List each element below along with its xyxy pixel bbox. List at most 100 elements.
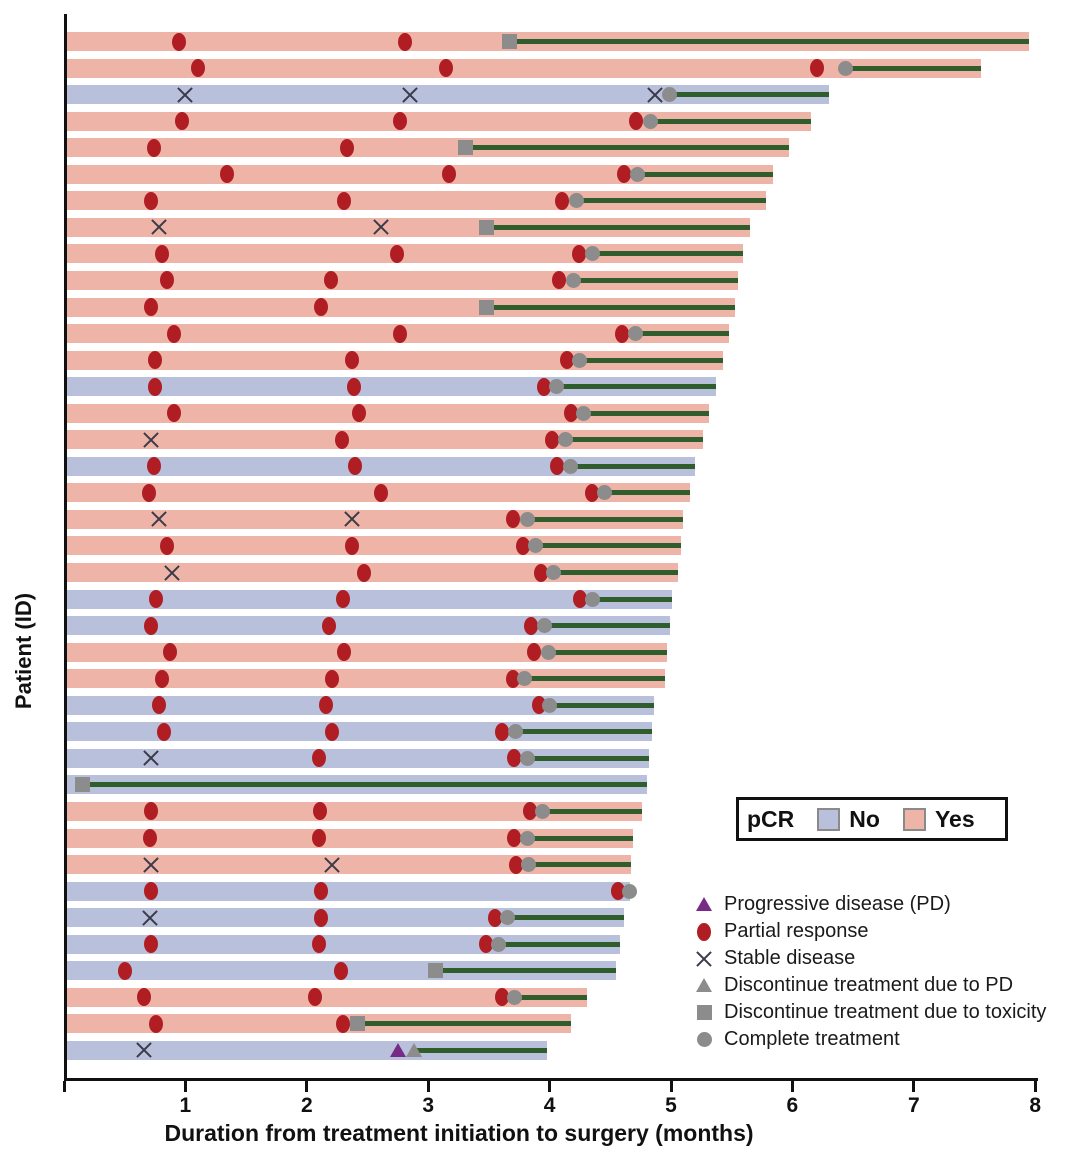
post-treatment-line (592, 596, 673, 602)
legend-label: Progressive disease (PD) (724, 893, 951, 915)
post-treatment-line (465, 145, 789, 151)
partial-response-marker (373, 483, 388, 502)
complete-treatment-marker (568, 193, 584, 209)
post-treatment-line (549, 702, 654, 708)
partial-response-marker (506, 510, 521, 529)
partial-response-marker (393, 324, 408, 343)
discontinue-pd-marker (405, 1042, 422, 1057)
treatment-bar (67, 881, 630, 901)
treatment-bar (67, 1040, 548, 1060)
partial-response-marker (190, 59, 205, 78)
discontinue-toxicity-marker (696, 1005, 712, 1020)
x-tick-label: 3 (422, 1094, 435, 1117)
complete-treatment-marker (499, 910, 515, 926)
complete-treatment-marker (562, 458, 578, 474)
x-axis-spine (64, 1078, 1038, 1081)
post-treatment-line (604, 490, 691, 496)
treatment-bar (67, 350, 724, 370)
legend-label: Partial response (724, 920, 869, 942)
partial-response-marker (615, 324, 630, 343)
x-tick (1033, 1081, 1037, 1092)
partial-response-marker (174, 112, 189, 131)
treatment-bar (67, 987, 588, 1007)
post-treatment-line (583, 410, 709, 416)
partial-response-marker (507, 749, 522, 768)
x-tick (912, 1081, 916, 1092)
post-treatment-line (528, 862, 631, 868)
partial-response-marker (321, 616, 336, 635)
partial-response-marker (809, 59, 824, 78)
partial-response-marker (344, 351, 359, 370)
partial-response-marker (344, 536, 359, 555)
post-treatment-line (498, 941, 620, 947)
stable-disease-marker (150, 218, 168, 236)
partial-response-marker (356, 563, 371, 582)
post-treatment-line (637, 171, 773, 177)
partial-response-marker (508, 855, 523, 874)
partial-response-marker (336, 1014, 351, 1033)
partial-response-marker (335, 430, 349, 449)
complete-treatment-marker (540, 644, 556, 660)
complete-treatment-marker (545, 565, 561, 580)
partial-response-marker (515, 536, 530, 555)
treatment-bar (67, 403, 709, 423)
post-treatment-line (524, 676, 665, 682)
complete-treatment-marker (838, 60, 854, 76)
partial-response-marker (348, 457, 363, 476)
treatment-bar (67, 456, 696, 476)
discontinue-toxicity-marker (478, 219, 494, 235)
partial-response-marker (325, 722, 340, 741)
partial-response-marker (697, 922, 711, 941)
stable-disease-marker (141, 909, 159, 927)
post-treatment-line (565, 437, 703, 443)
post-treatment-line (553, 570, 679, 575)
partial-response-marker (144, 802, 159, 821)
partial-response-marker (308, 988, 323, 1007)
pcr-yes-swatch (902, 807, 926, 831)
complete-treatment-marker (629, 166, 645, 182)
complete-treatment-marker (506, 989, 522, 1005)
x-tick (62, 1081, 66, 1092)
partial-response-marker (313, 802, 328, 821)
complete-treatment-marker (596, 485, 612, 501)
partial-response-marker (339, 138, 354, 157)
partial-response-marker (311, 935, 326, 954)
treatment-bar (67, 164, 773, 184)
partial-response-marker (311, 749, 326, 768)
treatment-bar (67, 217, 750, 237)
complete-treatment-marker (542, 697, 558, 713)
pcr-no-label: No (849, 805, 880, 832)
x-tick-label: 2 (300, 1094, 313, 1117)
complete-treatment-marker (557, 432, 573, 448)
post-treatment-line (514, 994, 588, 1000)
post-treatment-line (509, 39, 1030, 44)
complete-treatment-marker (696, 1032, 712, 1047)
partial-response-marker (495, 722, 510, 741)
post-treatment-line (592, 251, 743, 257)
treatment-bar (67, 111, 811, 131)
marker-legend: Progressive disease (PD) Partial response… (692, 891, 1046, 1053)
partial-response-marker (337, 643, 352, 662)
partial-response-marker (324, 271, 339, 290)
treatment-bar (67, 695, 654, 715)
stable-disease-marker (142, 431, 160, 449)
partial-response-marker (144, 191, 159, 210)
complete-treatment-marker (576, 405, 592, 421)
treatment-bar (67, 642, 668, 662)
post-treatment-line (542, 808, 642, 814)
stable-disease-marker (695, 950, 713, 968)
complete-treatment-marker (521, 857, 537, 873)
partial-response-marker (148, 351, 163, 370)
post-treatment-line (535, 543, 681, 549)
partial-response-marker (336, 590, 351, 609)
stable-disease-marker (163, 564, 181, 582)
partial-response-marker (167, 404, 182, 423)
discontinue-toxicity-marker (478, 299, 494, 315)
complete-treatment-marker (566, 272, 582, 288)
complete-treatment-marker (628, 326, 644, 342)
partial-response-marker (610, 882, 625, 901)
partial-response-marker (172, 32, 187, 51)
discontinue-toxicity-marker (502, 34, 518, 49)
legend-marker-cell (692, 895, 716, 915)
stable-disease-marker (343, 510, 361, 528)
